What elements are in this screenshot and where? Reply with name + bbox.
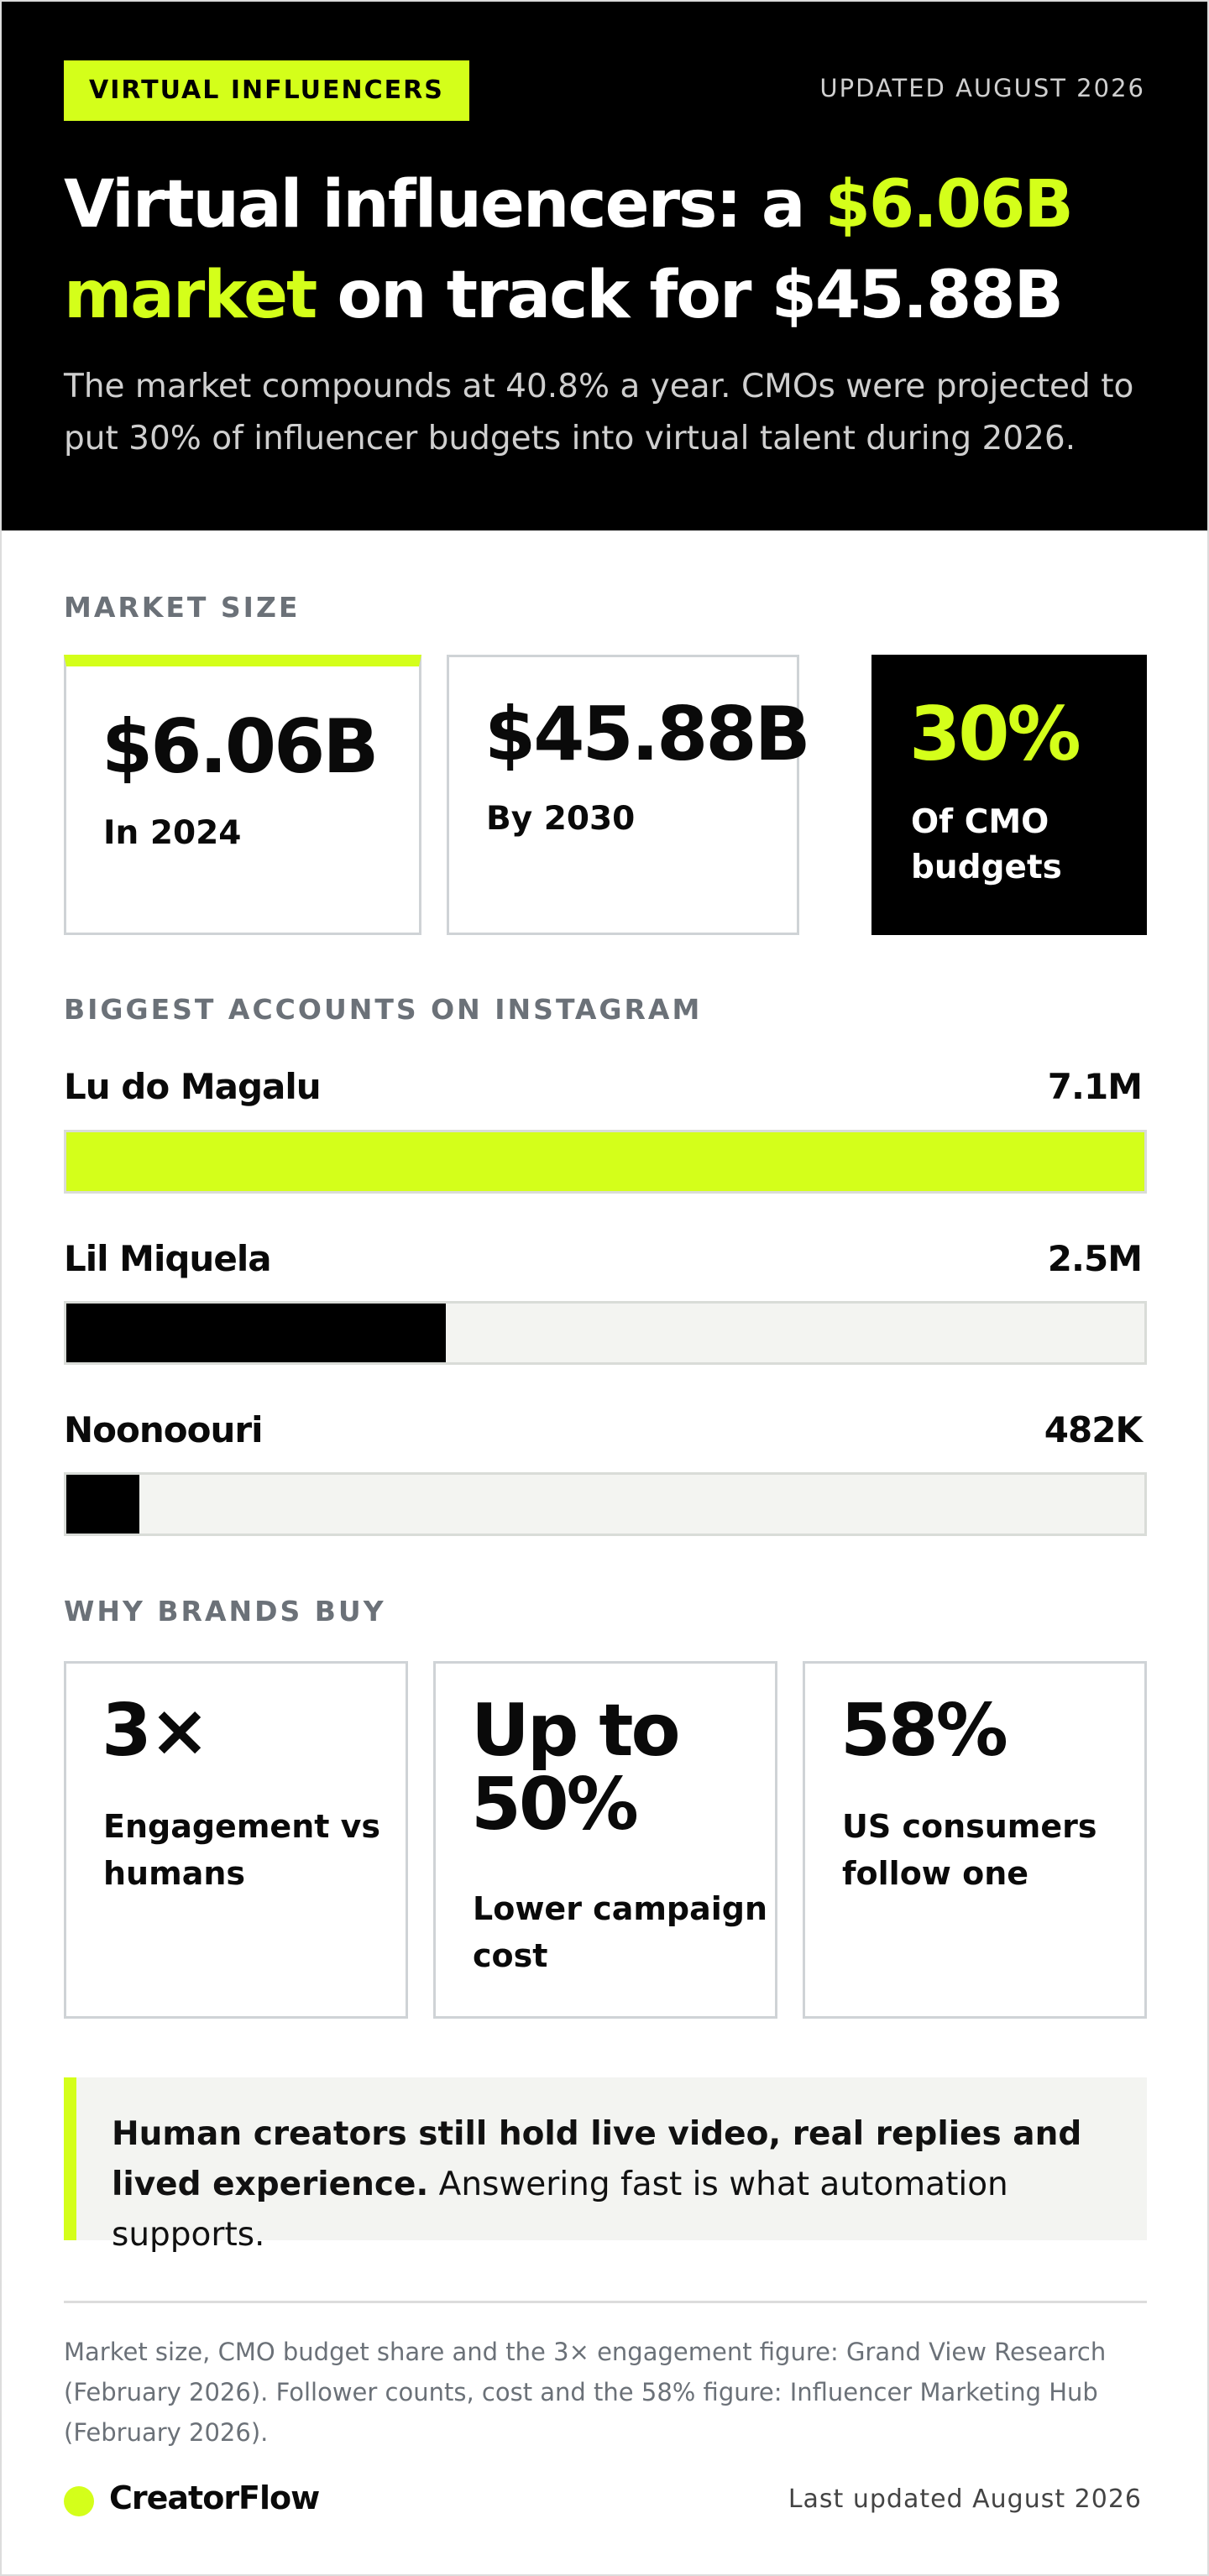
account-followers: 2.5M bbox=[1047, 1238, 1143, 1279]
follower-bar-lu-do-magalu bbox=[66, 1132, 1144, 1191]
stat-value: $6.06B bbox=[102, 703, 379, 790]
follower-bar-track bbox=[64, 1301, 1147, 1365]
section-label-accounts: BIGGEST ACCOUNTS ON INSTAGRAM bbox=[64, 993, 703, 1026]
callout-rest: Answering fast is what automation suppor… bbox=[112, 2166, 1008, 2254]
why-card-cost: Up to 50% Lower campaign cost bbox=[433, 1661, 777, 2019]
account-followers: 7.1M bbox=[1047, 1066, 1143, 1107]
stat-value: $45.88B bbox=[484, 691, 811, 777]
callout-text: Human creators still hold live video, re… bbox=[112, 2109, 1119, 2260]
headline-part1: Virtual influencers: a bbox=[64, 167, 825, 243]
stat-label: In 2024 bbox=[103, 814, 242, 852]
last-updated: Last updated August 2026 bbox=[788, 2485, 1142, 2514]
brand-name: CreatorFlow bbox=[109, 2479, 320, 2516]
why-label: Lower campaign cost bbox=[473, 1890, 768, 1974]
stat-label: Of CMO budgets bbox=[911, 803, 1062, 886]
stat-label: By 2030 bbox=[486, 800, 636, 838]
section-label-why: WHY BRANDS BUY bbox=[64, 1595, 386, 1628]
callout: Human creators still hold live video, re… bbox=[64, 2077, 1147, 2254]
headline-part2: on track for $45.88B bbox=[316, 258, 1064, 333]
stat-card-cmo-budgets: 30% Of CMO budgets bbox=[871, 655, 1147, 935]
headline-accent-value: $6.06B bbox=[824, 167, 1074, 243]
divider bbox=[64, 2301, 1147, 2303]
why-value: Up to 50% bbox=[471, 1689, 681, 1847]
kicker-badge: VIRTUAL INFLUENCERS bbox=[64, 60, 469, 121]
headline: Virtual influencers: a $6.06B market on … bbox=[64, 159, 1155, 341]
follower-bar-track bbox=[64, 1472, 1147, 1536]
account-name: Noonoouri bbox=[64, 1409, 263, 1450]
sources-note: Market size, CMO budget share and the 3×… bbox=[64, 2338, 1107, 2447]
subhead: The market compounds at 40.8% a year. CM… bbox=[64, 368, 1134, 457]
stat-card-2024: $6.06B In 2024 bbox=[64, 655, 421, 935]
stat-card-2030: $45.88B By 2030 bbox=[447, 655, 811, 935]
follower-bar-lil-miquela bbox=[66, 1304, 447, 1362]
account-followers: 482K bbox=[1044, 1409, 1143, 1450]
headline-accent-word: market bbox=[64, 258, 317, 333]
follower-bar-noonoouri bbox=[66, 1475, 140, 1534]
follower-bar-track bbox=[64, 1130, 1147, 1194]
brand-logo-dot bbox=[64, 2486, 94, 2516]
header: VIRTUAL INFLUENCERS UPDATED AUGUST 2026 … bbox=[2, 2, 1207, 530]
why-label: Engagement vs humans bbox=[103, 1808, 381, 1892]
why-value: 58% bbox=[840, 1689, 1008, 1773]
updated-date: UPDATED AUGUST 2026 bbox=[819, 74, 1145, 102]
callout-bold: Human creators still hold live video, re… bbox=[112, 2115, 1082, 2203]
section-label-market-size: MARKET SIZE bbox=[64, 591, 301, 624]
account-name: Lil Miquela bbox=[64, 1238, 272, 1279]
why-label: US consumers follow one bbox=[842, 1808, 1097, 1892]
why-card-engagement: 3× Engagement vs humans bbox=[64, 1661, 408, 2019]
account-name: Lu do Magalu bbox=[64, 1066, 322, 1107]
why-value: 3× bbox=[102, 1689, 210, 1773]
stat-value: 30% bbox=[909, 691, 1081, 777]
why-card-consumers: 58% US consumers follow one bbox=[803, 1661, 1147, 2019]
